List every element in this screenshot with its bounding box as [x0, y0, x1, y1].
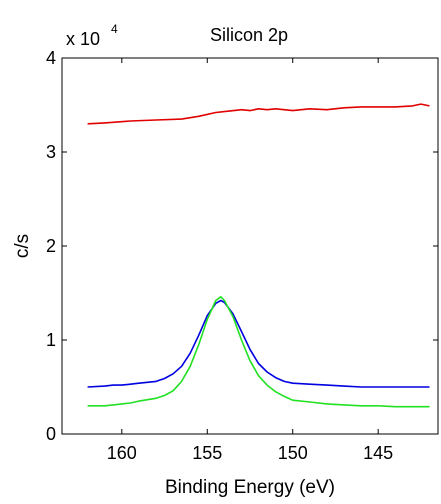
- y-multiplier-exponent: 4: [111, 22, 118, 36]
- y-axis-title: c/s: [12, 234, 33, 258]
- plot-area: [61, 57, 439, 435]
- x-tick-label: 160: [107, 443, 137, 463]
- x-tick-label: 150: [278, 443, 308, 463]
- series-layer: [87, 103, 430, 408]
- x-axis-title: Binding Energy (eV): [165, 477, 335, 498]
- y-tick-label: 2: [46, 236, 56, 256]
- y-multiplier-base: x 10: [66, 29, 100, 49]
- series-line-3: [87, 295, 430, 408]
- y-multiplier: x 10 4: [66, 22, 118, 49]
- x-tick-label: 145: [363, 443, 393, 463]
- series-line-1: [87, 103, 430, 125]
- y-tick-label: 3: [46, 142, 56, 162]
- y-tick-label: 4: [46, 48, 56, 68]
- y-tick-label: 1: [46, 330, 56, 350]
- y-tick-label: 0: [46, 424, 56, 444]
- axis-ticks: 160 155 150 145 0 1 2 3 4: [46, 48, 438, 463]
- chart-title: Silicon 2p: [210, 25, 288, 45]
- x-tick-label: 155: [192, 443, 222, 463]
